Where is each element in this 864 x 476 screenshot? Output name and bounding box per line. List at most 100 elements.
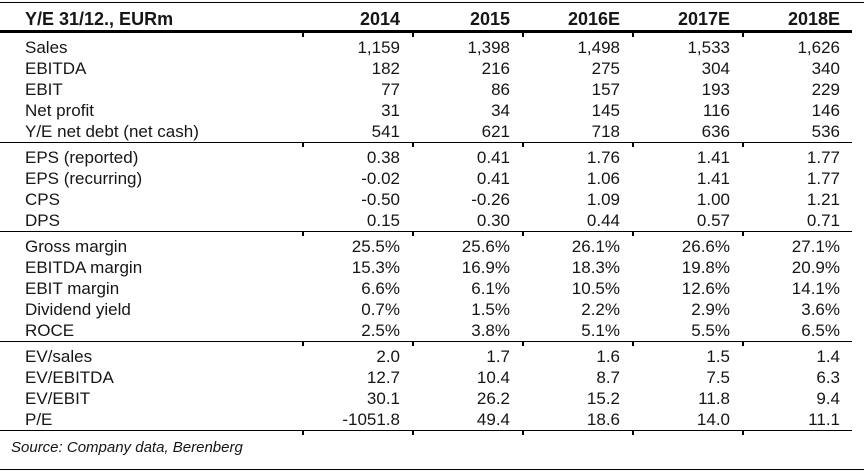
header-row: Y/E 31/12., EURm 2014 2015 2016E 2017E 2…: [0, 8, 852, 33]
table-row: P/E -1051.8 49.4 18.6 14.0 11.1: [0, 409, 852, 431]
divider-segment: [0, 341, 302, 346]
cell-value: 30.1: [366, 389, 400, 408]
row-label: EBIT margin: [25, 279, 120, 298]
row-label: EPS (recurring): [25, 169, 143, 188]
cell-value: 27.1%: [791, 237, 840, 256]
cell-value: 1.00: [696, 190, 730, 209]
cell-value: 14.0: [696, 410, 730, 429]
cell-value: 34: [491, 101, 510, 120]
row-label: Net profit: [25, 101, 94, 120]
table-row: EBIT margin 6.6% 6.1% 10.5% 12.6% 14.1%: [0, 278, 852, 299]
row-label: Dividend yield: [25, 300, 131, 319]
section-divider: [0, 430, 852, 435]
cell-value: 193: [701, 80, 730, 99]
cell-value: 3.6%: [801, 300, 840, 319]
cell-value: 116: [702, 101, 730, 120]
cell-value: 11.8: [698, 389, 730, 408]
table-row: Dividend yield 0.7% 1.5% 2.2% 2.9% 3.6%: [0, 299, 852, 320]
cell-value: -0.26: [471, 190, 510, 209]
source-note: Source: Company data, Berenberg: [11, 439, 243, 456]
cell-value: 18.6: [586, 410, 620, 429]
column-tick: [742, 430, 852, 435]
cell-value: 0.41: [476, 148, 510, 167]
table-row: DPS 0.15 0.30 0.44 0.57 0.71: [0, 210, 852, 232]
column-header-2018e: 2018E: [742, 8, 852, 33]
cell-value: 14.1%: [791, 279, 840, 298]
table-row: Y/E net debt (net cash) 541 621 718 636 536: [0, 121, 852, 143]
column-tick: [742, 341, 852, 346]
cell-value: 146: [811, 101, 840, 120]
cell-value: 1.4: [816, 347, 840, 366]
cell-value: 77: [381, 80, 400, 99]
cell-value: 20.9%: [791, 258, 840, 277]
cell-value: 340: [811, 59, 840, 78]
section-divider: [0, 142, 852, 147]
cell-value: 718: [591, 122, 620, 141]
cell-value: 2.0: [376, 347, 400, 366]
cell-value: 182: [371, 59, 400, 78]
cell-value: -1051.8: [342, 410, 400, 429]
cell-value: 8.7: [596, 368, 620, 387]
row-label: Gross margin: [25, 237, 128, 256]
table-row: EV/sales 2.0 1.7 1.6 1.5 1.4: [0, 346, 852, 367]
column-tick: [522, 430, 632, 435]
table-row: EV/EBITDA 12.7 10.4 8.7 7.5 6.3: [0, 367, 852, 388]
cell-value: 15.3%: [351, 258, 400, 277]
cell-value: 26.1%: [571, 237, 620, 256]
column-tick: [742, 231, 852, 236]
cell-value: 1.21: [806, 190, 840, 209]
cell-value: 6.6%: [361, 279, 400, 298]
column-tick: [412, 430, 522, 435]
cell-value: 0.38: [366, 148, 400, 167]
column-tick: [412, 142, 522, 147]
row-label: ROCE: [25, 321, 75, 340]
financials-table: Y/E 31/12., EURm 2014 2015 2016E 2017E 2…: [0, 8, 852, 435]
section-divider: [0, 341, 852, 346]
cell-value: 1.7: [486, 347, 510, 366]
row-label: Sales: [25, 38, 68, 57]
cell-value: 1.6: [596, 347, 620, 366]
cell-value: 1.5%: [471, 300, 510, 319]
row-label: DPS: [25, 211, 60, 230]
cell-value: 1.76: [586, 148, 620, 167]
column-tick: [632, 142, 742, 147]
table-row: EV/EBIT 30.1 26.2 15.2 11.8 9.4: [0, 388, 852, 409]
column-tick: [302, 231, 412, 236]
column-tick: [302, 430, 412, 435]
cell-value: 86: [491, 80, 510, 99]
cell-value: 1.06: [586, 169, 620, 188]
column-tick: [522, 142, 632, 147]
column-tick: [632, 341, 742, 346]
top-rule: [0, 2, 864, 3]
cell-value: 49.4: [476, 410, 510, 429]
cell-value: 541: [371, 122, 400, 141]
row-label: Y/E net debt (net cash): [25, 122, 199, 141]
table-row: EBITDA margin 15.3% 16.9% 18.3% 19.8% 20.9%: [0, 257, 852, 278]
cell-value: 19.8%: [681, 258, 730, 277]
cell-value: 10.4: [476, 368, 510, 387]
cell-value: 1.09: [586, 190, 620, 209]
table-row: EBITDA 182 216 275 304 340: [0, 58, 852, 79]
cell-value: 31: [381, 101, 400, 120]
cell-value: 2.5%: [361, 321, 400, 340]
table-row: Net profit 31 34 145 116 146: [0, 100, 852, 121]
column-tick: [632, 231, 742, 236]
cell-value: 25.5%: [351, 237, 400, 256]
cell-value: 0.30: [476, 211, 510, 230]
table-title: Y/E 31/12., EURm: [0, 8, 302, 33]
cell-value: -0.02: [361, 169, 400, 188]
cell-value: 1,159: [357, 38, 400, 57]
bottom-rule: [0, 469, 864, 470]
row-label: P/E: [25, 410, 53, 429]
row-label: EBITDA margin: [25, 258, 143, 277]
cell-value: 0.71: [806, 211, 840, 230]
cell-value: 16.9%: [461, 258, 510, 277]
cell-value: 6.5%: [801, 321, 840, 340]
cell-value: 0.41: [476, 169, 510, 188]
cell-value: 1.5: [706, 347, 730, 366]
cell-value: 1.41: [696, 169, 730, 188]
cell-value: 157: [591, 80, 620, 99]
cell-value: 1,498: [577, 38, 620, 57]
cell-value: 0.44: [586, 211, 620, 230]
